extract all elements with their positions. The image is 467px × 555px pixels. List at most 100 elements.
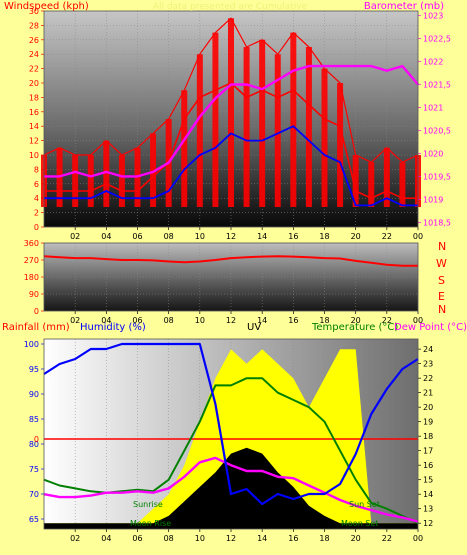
dir-x-tick-label-10: 10 bbox=[195, 316, 205, 325]
hum-y-left-label-85: 85 bbox=[29, 415, 39, 424]
dir-x-tick-label-02: 02 bbox=[70, 316, 80, 325]
moonrise-label: Moon Rise bbox=[130, 519, 171, 528]
wind-x-tick-label-18: 18 bbox=[319, 232, 329, 241]
sunrise-label: Sunrise bbox=[133, 500, 163, 509]
temp-y-right-label-16: 16 bbox=[423, 461, 433, 470]
direction-letter-n-top: N bbox=[438, 240, 446, 253]
temp-x-tick-label-04: 04 bbox=[101, 534, 111, 543]
wind-y-left-label-24: 24 bbox=[29, 50, 39, 59]
baro-y-right-label-1018,5: 1018,5 bbox=[423, 218, 451, 227]
temp-y-right-label-15: 15 bbox=[423, 476, 433, 485]
axes-layer: 0246810121416182022242628301018,51019101… bbox=[24, 7, 451, 543]
wind-y-left-label-10: 10 bbox=[29, 151, 39, 160]
temp-y-right-label-12: 12 bbox=[423, 519, 433, 528]
humidity-title: Humidity (%) bbox=[80, 322, 146, 333]
dir-x-tick-label-22: 22 bbox=[382, 316, 392, 325]
hum-y-left-label-80: 80 bbox=[29, 440, 39, 449]
baro-y-right-label-1021: 1021 bbox=[423, 104, 443, 113]
wind-x-tick-label-00: 00 bbox=[413, 232, 423, 241]
dir-y-left-label-90: 90 bbox=[29, 290, 39, 299]
dir-y-left-label-0: 0 bbox=[34, 307, 39, 316]
hum-y-left-label-90: 90 bbox=[29, 390, 39, 399]
temperature-title: Temperature (°C) bbox=[311, 322, 398, 333]
temp-x-tick-label-06: 06 bbox=[132, 534, 142, 543]
temp-y-right-label-24: 24 bbox=[423, 345, 433, 354]
barometer-line bbox=[44, 64, 419, 178]
temp-y-right-label-13: 13 bbox=[423, 505, 433, 514]
wind-x-tick-label-20: 20 bbox=[351, 232, 361, 241]
direction-letter-s: S bbox=[438, 274, 445, 287]
wind-y-left-label-12: 12 bbox=[29, 137, 39, 146]
wind-y-left-label-0: 0 bbox=[34, 223, 39, 232]
temp-x-tick-label-08: 08 bbox=[164, 534, 174, 543]
temp-y-right-label-17: 17 bbox=[423, 447, 433, 456]
rainfall-title: Rainfall (mm) bbox=[2, 322, 70, 333]
temp-x-tick-label-20: 20 bbox=[351, 534, 361, 543]
baro-y-right-label-1019: 1019 bbox=[423, 195, 443, 204]
dir-x-tick-label-08: 08 bbox=[164, 316, 174, 325]
hum-y-left-label-75: 75 bbox=[29, 465, 39, 474]
humidity-line bbox=[43, 342, 419, 506]
wind-y-left-label-30: 30 bbox=[29, 7, 39, 16]
dir-x-tick-label-16: 16 bbox=[288, 316, 298, 325]
hum-y-left-label-65: 65 bbox=[29, 515, 39, 524]
wind-y-left-label-18: 18 bbox=[29, 93, 39, 102]
wind-y-left-label-6: 6 bbox=[34, 180, 39, 189]
wind-y-left-label-26: 26 bbox=[29, 36, 39, 45]
chart-caption: All data presented are Cumulative bbox=[153, 2, 308, 12]
gust-line bbox=[43, 17, 419, 163]
wind-x-tick-label-14: 14 bbox=[257, 232, 267, 241]
hum-y-left-label-70: 70 bbox=[29, 490, 39, 499]
wind-x-tick-label-02: 02 bbox=[70, 232, 80, 241]
temp-x-tick-label-14: 14 bbox=[257, 534, 267, 543]
sunset-label: Sun Set bbox=[349, 500, 380, 509]
baro-y-right-label-1021,5: 1021,5 bbox=[423, 81, 451, 90]
dir-x-tick-label-04: 04 bbox=[101, 316, 111, 325]
hum-y-left-label-95: 95 bbox=[29, 365, 39, 374]
wind-y-left-label-16: 16 bbox=[29, 108, 39, 117]
temp-x-tick-label-00: 00 bbox=[413, 534, 423, 543]
dir-y-left-label-360: 360 bbox=[24, 239, 39, 248]
baro-y-right-label-1022,5: 1022,5 bbox=[423, 35, 451, 44]
wind-x-tick-label-12: 12 bbox=[226, 232, 236, 241]
temp-y-right-label-21: 21 bbox=[423, 389, 433, 398]
dewpoint-title: Dew Point (°C) bbox=[394, 322, 467, 333]
hum-y-left-label-100: 100 bbox=[24, 340, 39, 349]
temp-y-right-label-22: 22 bbox=[423, 374, 433, 383]
wind-y-left-label-4: 4 bbox=[34, 194, 39, 203]
temp-x-tick-label-18: 18 bbox=[319, 534, 329, 543]
wind-frame bbox=[43, 10, 419, 228]
series-layer bbox=[41, 17, 421, 529]
baro-y-right-label-1020,5: 1020,5 bbox=[423, 126, 451, 135]
temp-x-tick-label-02: 02 bbox=[70, 534, 80, 543]
dir-y-left-label-180: 180 bbox=[24, 273, 39, 282]
wind-y-left-label-14: 14 bbox=[29, 122, 39, 131]
wind-y-left-label-2: 2 bbox=[34, 209, 39, 218]
baro-y-right-label-1022: 1022 bbox=[423, 58, 443, 67]
dir-x-tick-label-18: 18 bbox=[319, 316, 329, 325]
rainfall-axis-label: 0 bbox=[34, 435, 39, 444]
dir-x-tick-label-12: 12 bbox=[226, 316, 236, 325]
wind-x-tick-label-08: 08 bbox=[164, 232, 174, 241]
dir-y-left-label-270: 270 bbox=[24, 256, 39, 265]
dewpoint-line bbox=[43, 456, 419, 523]
temp-y-right-label-18: 18 bbox=[423, 432, 433, 441]
wind-direction-line bbox=[43, 255, 418, 267]
direction-letter-w: W bbox=[436, 257, 447, 270]
dir-frame bbox=[43, 242, 419, 312]
uv-title: UV bbox=[247, 322, 261, 333]
temp-y-right-label-20: 20 bbox=[423, 403, 433, 412]
temp-y-right-label-14: 14 bbox=[423, 490, 433, 499]
temp-x-tick-label-12: 12 bbox=[226, 534, 236, 543]
wind-y-left-label-28: 28 bbox=[29, 21, 39, 30]
wind-x-tick-label-04: 04 bbox=[101, 232, 111, 241]
temp-x-tick-label-22: 22 bbox=[382, 534, 392, 543]
dir-x-tick-label-06: 06 bbox=[132, 316, 142, 325]
moonset-label: Moon Set bbox=[341, 519, 378, 528]
windspeed-axis-title: Windspeed (kph) bbox=[4, 1, 89, 12]
direction-letter-e: E bbox=[438, 290, 445, 303]
wind-x-tick-label-10: 10 bbox=[195, 232, 205, 241]
wind-x-tick-label-22: 22 bbox=[382, 232, 392, 241]
barometer-axis-title: Barometer (mb) bbox=[364, 1, 444, 12]
